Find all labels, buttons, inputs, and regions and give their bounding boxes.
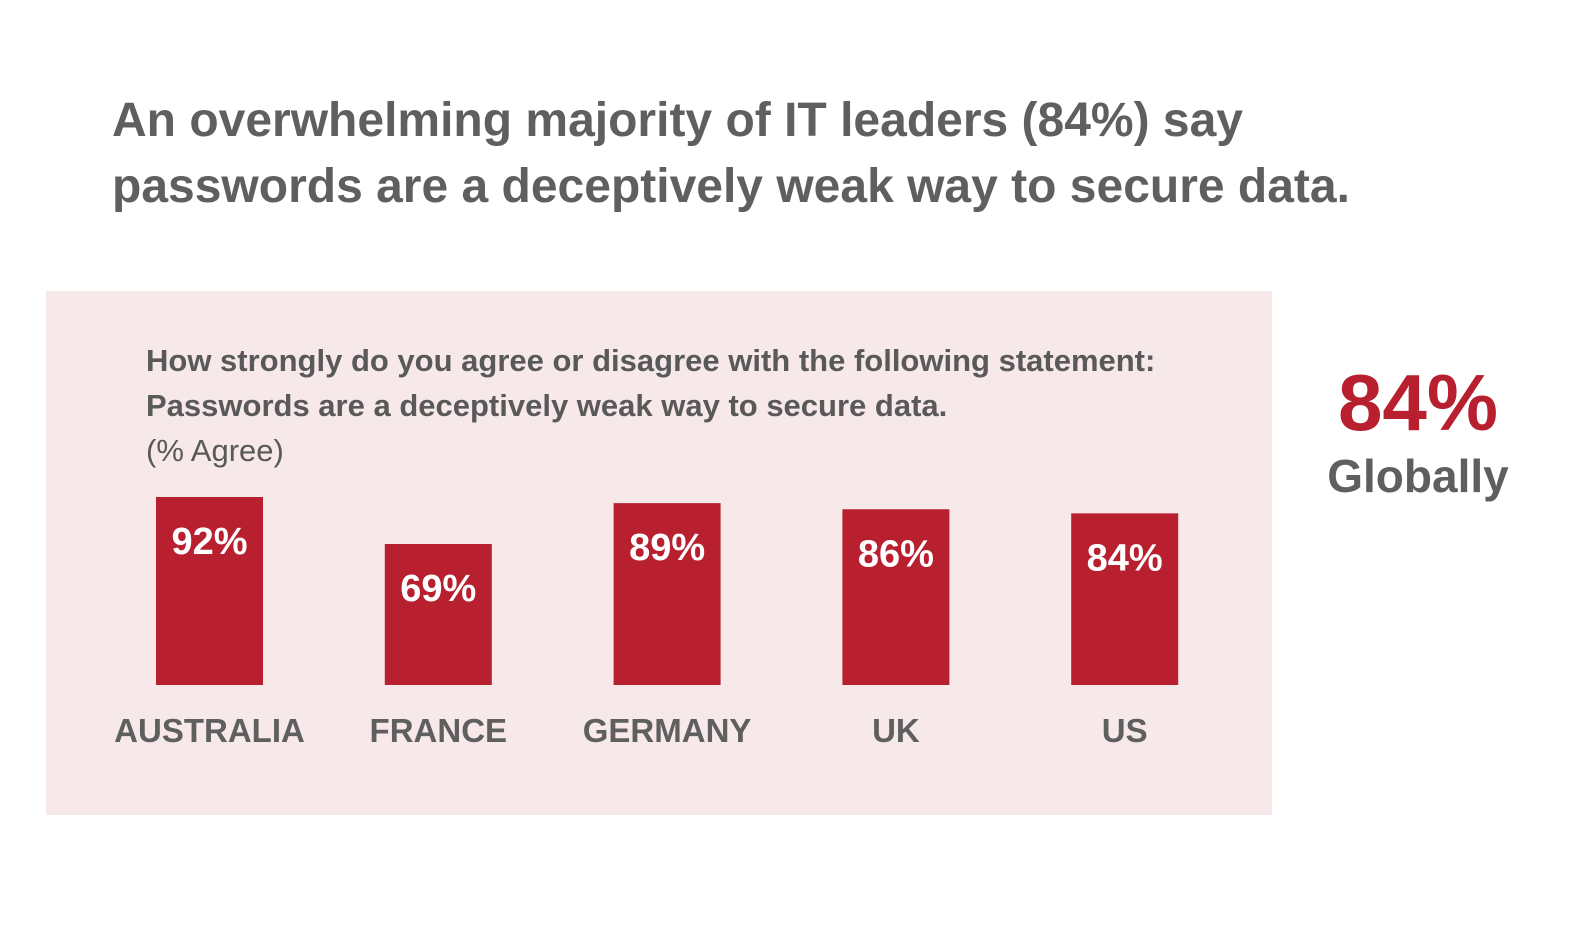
bar-value-label-us: 84% (1087, 537, 1163, 579)
headline-line-1: An overwhelming majority of IT leaders (… (112, 94, 1243, 147)
global-stat-value: 84% (1337, 358, 1499, 447)
category-label-germany: GERMANY (583, 712, 752, 749)
survey-question: How strongly do you agree or disagree wi… (146, 338, 1246, 473)
category-label-france: FRANCE (370, 712, 508, 749)
bar-value-label-uk: 86% (858, 533, 934, 575)
bar-france (384, 544, 492, 685)
category-label-us: US (1102, 712, 1148, 749)
headline-line-2: passwords are a deceptively weak way to … (112, 160, 1350, 213)
global-stat-label: Globally (1327, 450, 1509, 502)
category-label-uk: UK (872, 712, 920, 749)
category-label-australia: AUSTRALIA (114, 712, 305, 749)
bar-value-label-france: 69% (400, 568, 476, 610)
bar-value-label-australia: 92% (171, 521, 247, 563)
bar-us (1071, 513, 1179, 685)
bar-australia (156, 497, 263, 685)
bar-value-label-germany: 89% (629, 527, 705, 569)
survey-question-line-2: Passwords are a deceptively weak way to … (146, 388, 948, 423)
survey-question-line-1: How strongly do you agree or disagree wi… (146, 343, 1156, 378)
global-stat: 84% Globally (1290, 358, 1546, 504)
bar-germany (613, 503, 721, 685)
bar-uk (842, 509, 950, 685)
survey-unit-label: (% Agree) (146, 433, 284, 468)
bar-chart: 92% AUSTRALIA 69% FRANCE 89% GERMANY 86% UK 84% U… (114, 497, 1179, 749)
headline: An overwhelming majority of IT leaders (… (112, 88, 1432, 220)
